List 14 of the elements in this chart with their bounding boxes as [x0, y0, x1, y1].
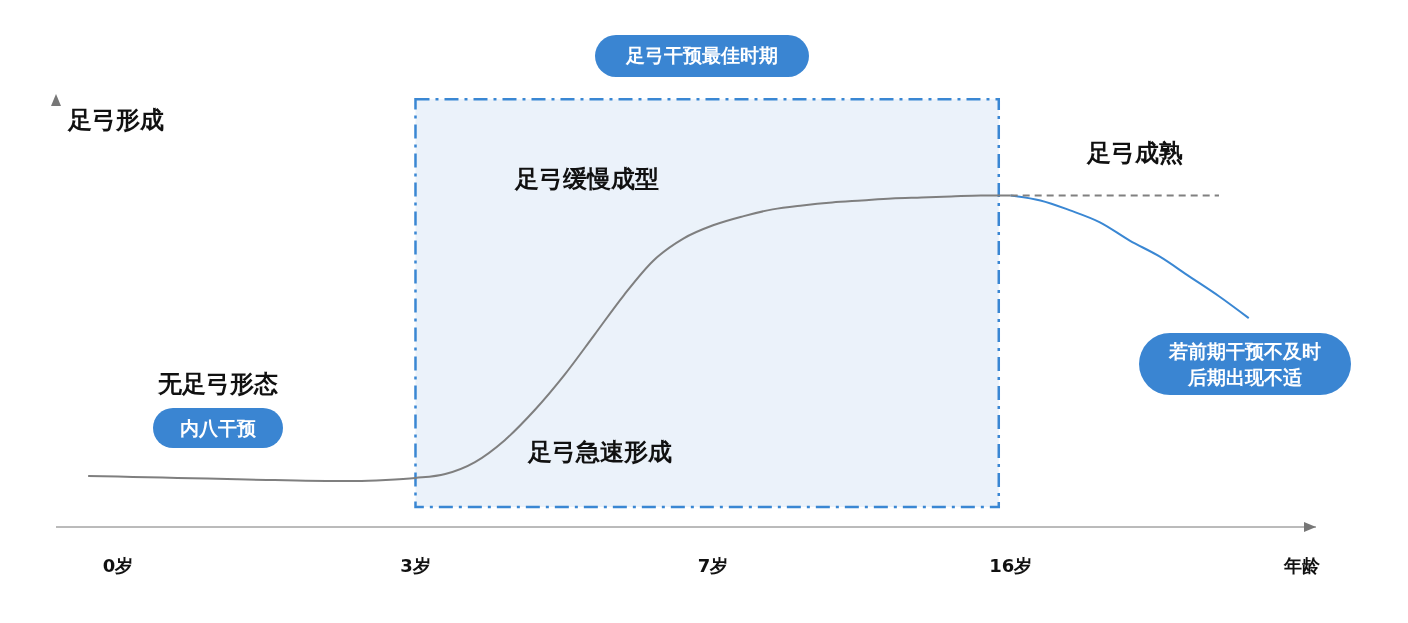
annotation: 若前期干预不及时 — [1168, 339, 1322, 364]
band-label: 足弓干预最佳时期 — [595, 35, 809, 77]
x-tick-label: 16岁 — [989, 554, 1033, 576]
x-tick-label: 7岁 — [697, 554, 729, 576]
x-tick-label: 3岁 — [400, 554, 431, 576]
y-axis-title: 足弓形成 — [68, 105, 164, 136]
x-axis-title: 年龄 — [1284, 554, 1320, 578]
annotation: 无足弓形态 — [157, 369, 279, 399]
annotation: 内八干预 — [180, 416, 256, 441]
annotation: 后期出现不适 — [1187, 365, 1303, 390]
annotation: 足弓急速形成 — [526, 437, 673, 467]
text: 足弓成熟 — [1085, 138, 1184, 168]
x-tick-label: 0岁 — [102, 554, 134, 576]
text: 足弓缓慢成型 — [513, 164, 660, 194]
